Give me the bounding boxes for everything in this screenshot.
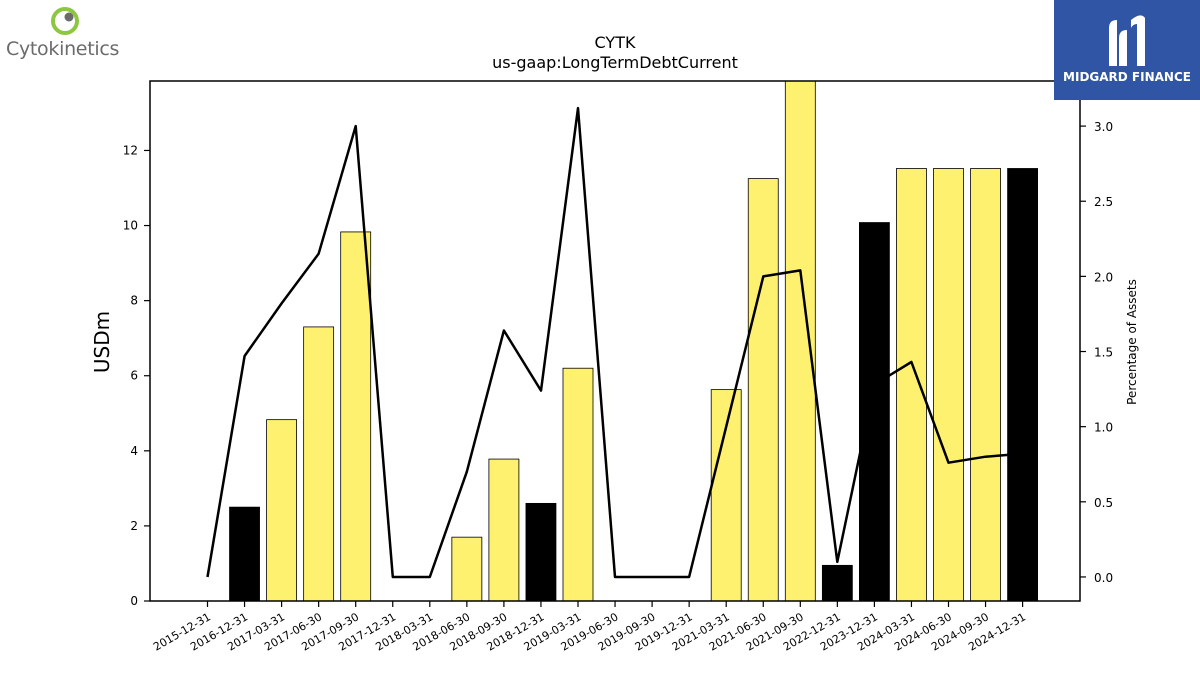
y-tick-label: 8 <box>130 294 138 308</box>
y2-axis-label: Percentage of Assets <box>1125 279 1139 405</box>
cytokinetics-logo-text: Cytokinetics <box>6 38 120 60</box>
percentage-of-assets-line <box>206 106 1023 579</box>
bar-2024-09-30 <box>970 168 1001 602</box>
bar-2019-03-31 <box>562 367 594 602</box>
bar-2024-12-31 <box>1007 168 1038 602</box>
cytokinetics-logo: Cytokinetics <box>4 4 128 60</box>
chart-subtitle: us-gaap:LongTermDebtCurrent <box>492 53 738 72</box>
y-axis-left: 0 2 4 6 8 10 12 <box>123 143 150 608</box>
bar-2018-09-30 <box>488 458 520 602</box>
bar-2022-12-31 <box>821 564 853 602</box>
bar-series <box>229 80 1038 602</box>
y2-tick-label: 2.0 <box>1094 270 1113 284</box>
bar-2017-09-30 <box>340 231 372 602</box>
bar-2017-03-31 <box>266 419 298 602</box>
y-tick-label: 4 <box>130 444 138 458</box>
y2-tick-label: 1.5 <box>1094 346 1113 360</box>
y2-tick-label: 2.5 <box>1094 195 1113 209</box>
y2-tick-label: 3.0 <box>1094 120 1113 134</box>
bar-2024-03-31 <box>896 168 927 602</box>
y-tick-label: 12 <box>123 143 138 157</box>
y-axis-label: USDm <box>90 311 114 373</box>
y-tick-label: 0 <box>130 594 138 608</box>
chart-title: CYTK <box>595 33 636 52</box>
bar-2016-12-31 <box>229 506 260 602</box>
bar-2021-03-31 <box>710 389 742 602</box>
midgard-logo-icon <box>1109 15 1145 66</box>
midgard-finance-logo: MIDGARD FINANCE <box>1054 0 1200 100</box>
bar-2018-12-31 <box>525 502 557 602</box>
bar-2024-06-30 <box>933 168 964 602</box>
y-axis-right: 0.0 0.5 1.0 1.5 2.0 2.5 3.0 <box>1080 120 1113 585</box>
y-tick-label: 2 <box>130 519 138 533</box>
midgard-logo-text: MIDGARD FINANCE <box>1063 70 1191 84</box>
x-axis: 2015-12-312016-12-312017-03-312017-06-30… <box>151 601 1028 654</box>
bar-2017-06-30 <box>303 326 335 602</box>
y-tick-label: 10 <box>123 219 138 233</box>
y2-tick-label: 0.0 <box>1094 571 1113 585</box>
bar-2021-06-30 <box>747 178 779 602</box>
cytokinetics-logo-icon <box>51 7 79 35</box>
y2-tick-label: 0.5 <box>1094 496 1113 510</box>
y2-tick-label: 1.0 <box>1094 421 1113 435</box>
bar-2018-06-30 <box>451 536 483 602</box>
bar-2021-09-30 <box>784 80 816 602</box>
bar-2023-12-31 <box>859 222 890 602</box>
y-tick-label: 6 <box>130 369 138 383</box>
